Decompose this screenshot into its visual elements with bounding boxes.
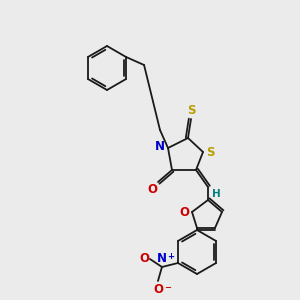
Text: O: O [153,283,163,296]
Text: S: S [206,146,214,158]
Text: H: H [212,189,221,199]
Text: −: − [164,283,171,292]
Text: N: N [157,252,167,265]
Text: O: O [179,206,189,220]
Text: +: + [167,252,174,261]
Text: N: N [155,140,165,154]
Text: S: S [187,104,195,117]
Text: O: O [147,183,157,196]
Text: O: O [139,253,149,266]
